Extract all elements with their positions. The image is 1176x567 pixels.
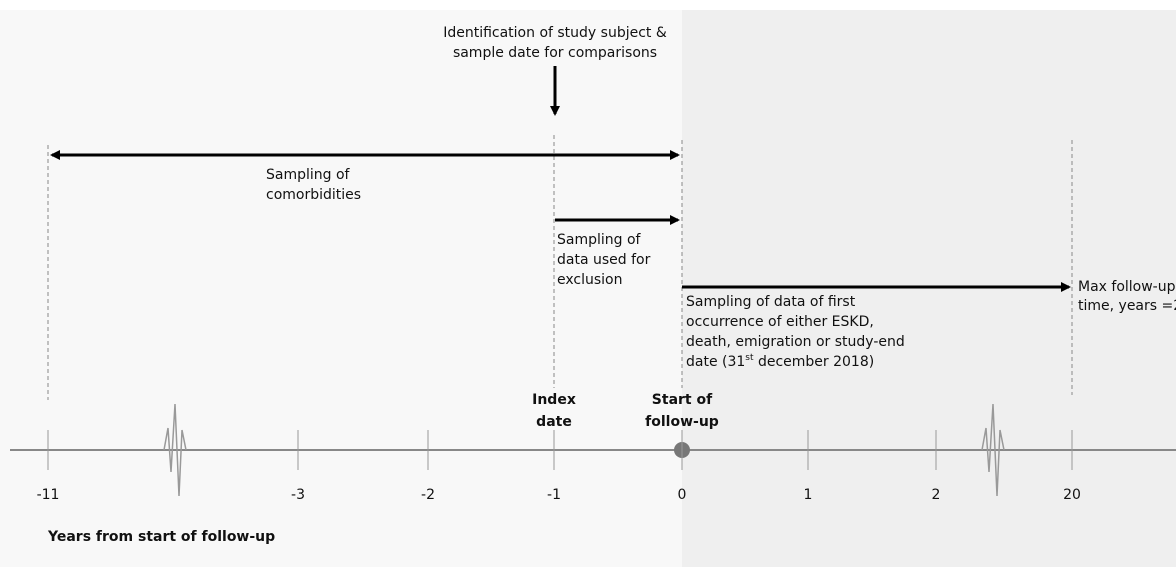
followup-label: date (31st december 2018) (686, 353, 874, 371)
header-text: Identification of study subject & (443, 25, 667, 41)
tick-label: 1 (804, 487, 813, 503)
followup-label-part: st (745, 353, 754, 363)
followup-label: occurrence of either ESKD, (686, 314, 874, 330)
max-followup-label: Max follow-up (1078, 279, 1176, 295)
tick-label: -11 (37, 487, 60, 503)
start-followup-label: Start of (652, 392, 713, 408)
tick-label: -2 (421, 487, 435, 503)
tick-label: 20 (1063, 487, 1081, 503)
followup-label-part: date (31 (686, 354, 745, 370)
comorbidity-label: comorbidities (266, 187, 361, 203)
index-date-label: date (536, 414, 572, 430)
axis-break (163, 403, 187, 497)
max-followup-label: time, years =20 (1078, 298, 1176, 314)
index-date-label: Index (532, 392, 576, 408)
tick-label: 2 (932, 487, 941, 503)
axis-label: Years from start of follow-up (47, 529, 275, 545)
followup-label: Sampling of data of first (686, 294, 856, 310)
tick-label: -1 (547, 487, 561, 503)
axis-break (981, 403, 1005, 497)
tick-label: 0 (678, 487, 687, 503)
pre-followup-region (0, 10, 682, 567)
followup-label-part: december 2018) (754, 354, 875, 370)
comorbidity-label: Sampling of (266, 167, 351, 183)
exclusion-label: data used for (557, 252, 651, 268)
followup-label: death, emigration or study-end (686, 334, 905, 350)
tick-label: -3 (291, 487, 305, 503)
start-followup-label: follow-up (645, 414, 719, 430)
exclusion-label: Sampling of (557, 232, 642, 248)
exclusion-label: exclusion (557, 272, 623, 288)
header-text: sample date for comparisons (453, 45, 657, 61)
